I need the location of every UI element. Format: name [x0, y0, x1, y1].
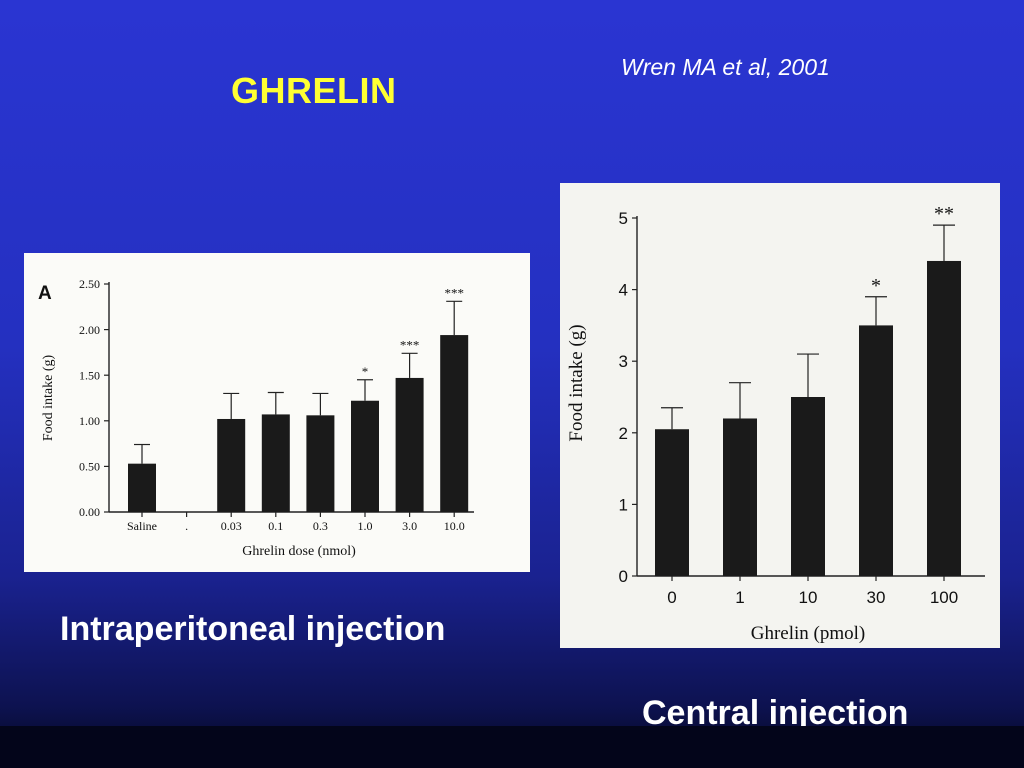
- bar: [859, 325, 893, 576]
- bar: [927, 260, 961, 576]
- x-tick-label: .: [185, 519, 188, 533]
- x-tick-label: 0.1: [268, 519, 283, 533]
- significance-marker: **: [934, 203, 954, 225]
- bar: [440, 335, 469, 512]
- y-tick-label: 0.00: [79, 505, 100, 519]
- y-tick-label: 2.00: [79, 323, 100, 337]
- x-tick-label: Saline: [127, 519, 157, 533]
- bar: [217, 418, 246, 512]
- y-axis-title: Food intake (g): [566, 324, 587, 441]
- bar: [723, 418, 757, 576]
- significance-marker: ***: [400, 337, 420, 352]
- panel-label: A: [38, 283, 52, 304]
- x-tick-label: 0.03: [221, 519, 242, 533]
- y-tick-label: 0.50: [79, 460, 100, 474]
- x-tick-label: 3.0: [402, 519, 417, 533]
- significance-marker: *: [362, 364, 369, 379]
- x-tick-label: 100: [930, 588, 958, 607]
- x-tick-label: 30: [867, 588, 886, 607]
- y-tick-label: 1: [619, 495, 628, 514]
- significance-marker: ***: [444, 285, 464, 300]
- x-tick-label: 0: [667, 588, 676, 607]
- caption-central: Central injection: [642, 694, 909, 732]
- caption-intraperitoneal: Intraperitoneal injection: [60, 610, 446, 648]
- y-tick-label: 2.50: [79, 277, 100, 291]
- y-tick-label: 0: [619, 567, 628, 586]
- bar: [791, 397, 825, 576]
- chart-panel-b: 0 1 2 3 4 5 0 1 10 30 * 100 ** Ghrelin (pmol) Food int…: [560, 183, 1000, 648]
- bar: [395, 377, 424, 512]
- y-axis-title: Food intake (g): [41, 355, 56, 442]
- y-tick-label: 3: [619, 352, 628, 371]
- slide-title: GHRELIN: [231, 70, 397, 111]
- y-tick-label: 1.00: [79, 414, 100, 428]
- x-tick-label: 0.3: [313, 519, 328, 533]
- bar: [261, 414, 290, 512]
- bar: [655, 429, 689, 576]
- bar: [351, 400, 379, 512]
- significance-marker: *: [871, 275, 881, 297]
- x-axis-title: Ghrelin dose (nmol): [242, 544, 356, 559]
- y-tick-label: 5: [619, 209, 628, 228]
- y-tick-label: 2: [619, 424, 628, 443]
- chart-a: 0.00 0.50 1.00 1.50 2.00 2.50 Saline. 0.03 0.1 0.…: [38, 277, 474, 559]
- y-tick-label: 1.50: [79, 368, 100, 382]
- citation: Wren MA et al, 2001: [621, 54, 830, 80]
- x-tick-label: 1: [735, 588, 744, 607]
- x-tick-label: 10.0: [444, 519, 465, 533]
- x-axis-title: Ghrelin (pmol): [751, 623, 866, 644]
- bar: [306, 415, 335, 512]
- bar: [128, 463, 156, 512]
- bottom-band: [0, 726, 1024, 768]
- x-tick-label: 10: [799, 588, 818, 607]
- chart-panel-a: 0.00 0.50 1.00 1.50 2.00 2.50 Saline. 0.03 0.1 0.…: [24, 253, 530, 572]
- x-tick-label: 1.0: [358, 519, 373, 533]
- chart-b: 0 1 2 3 4 5 0 1 10 30 * 100 ** Ghrelin (pmol) Food int…: [566, 203, 985, 644]
- y-tick-label: 4: [619, 281, 628, 300]
